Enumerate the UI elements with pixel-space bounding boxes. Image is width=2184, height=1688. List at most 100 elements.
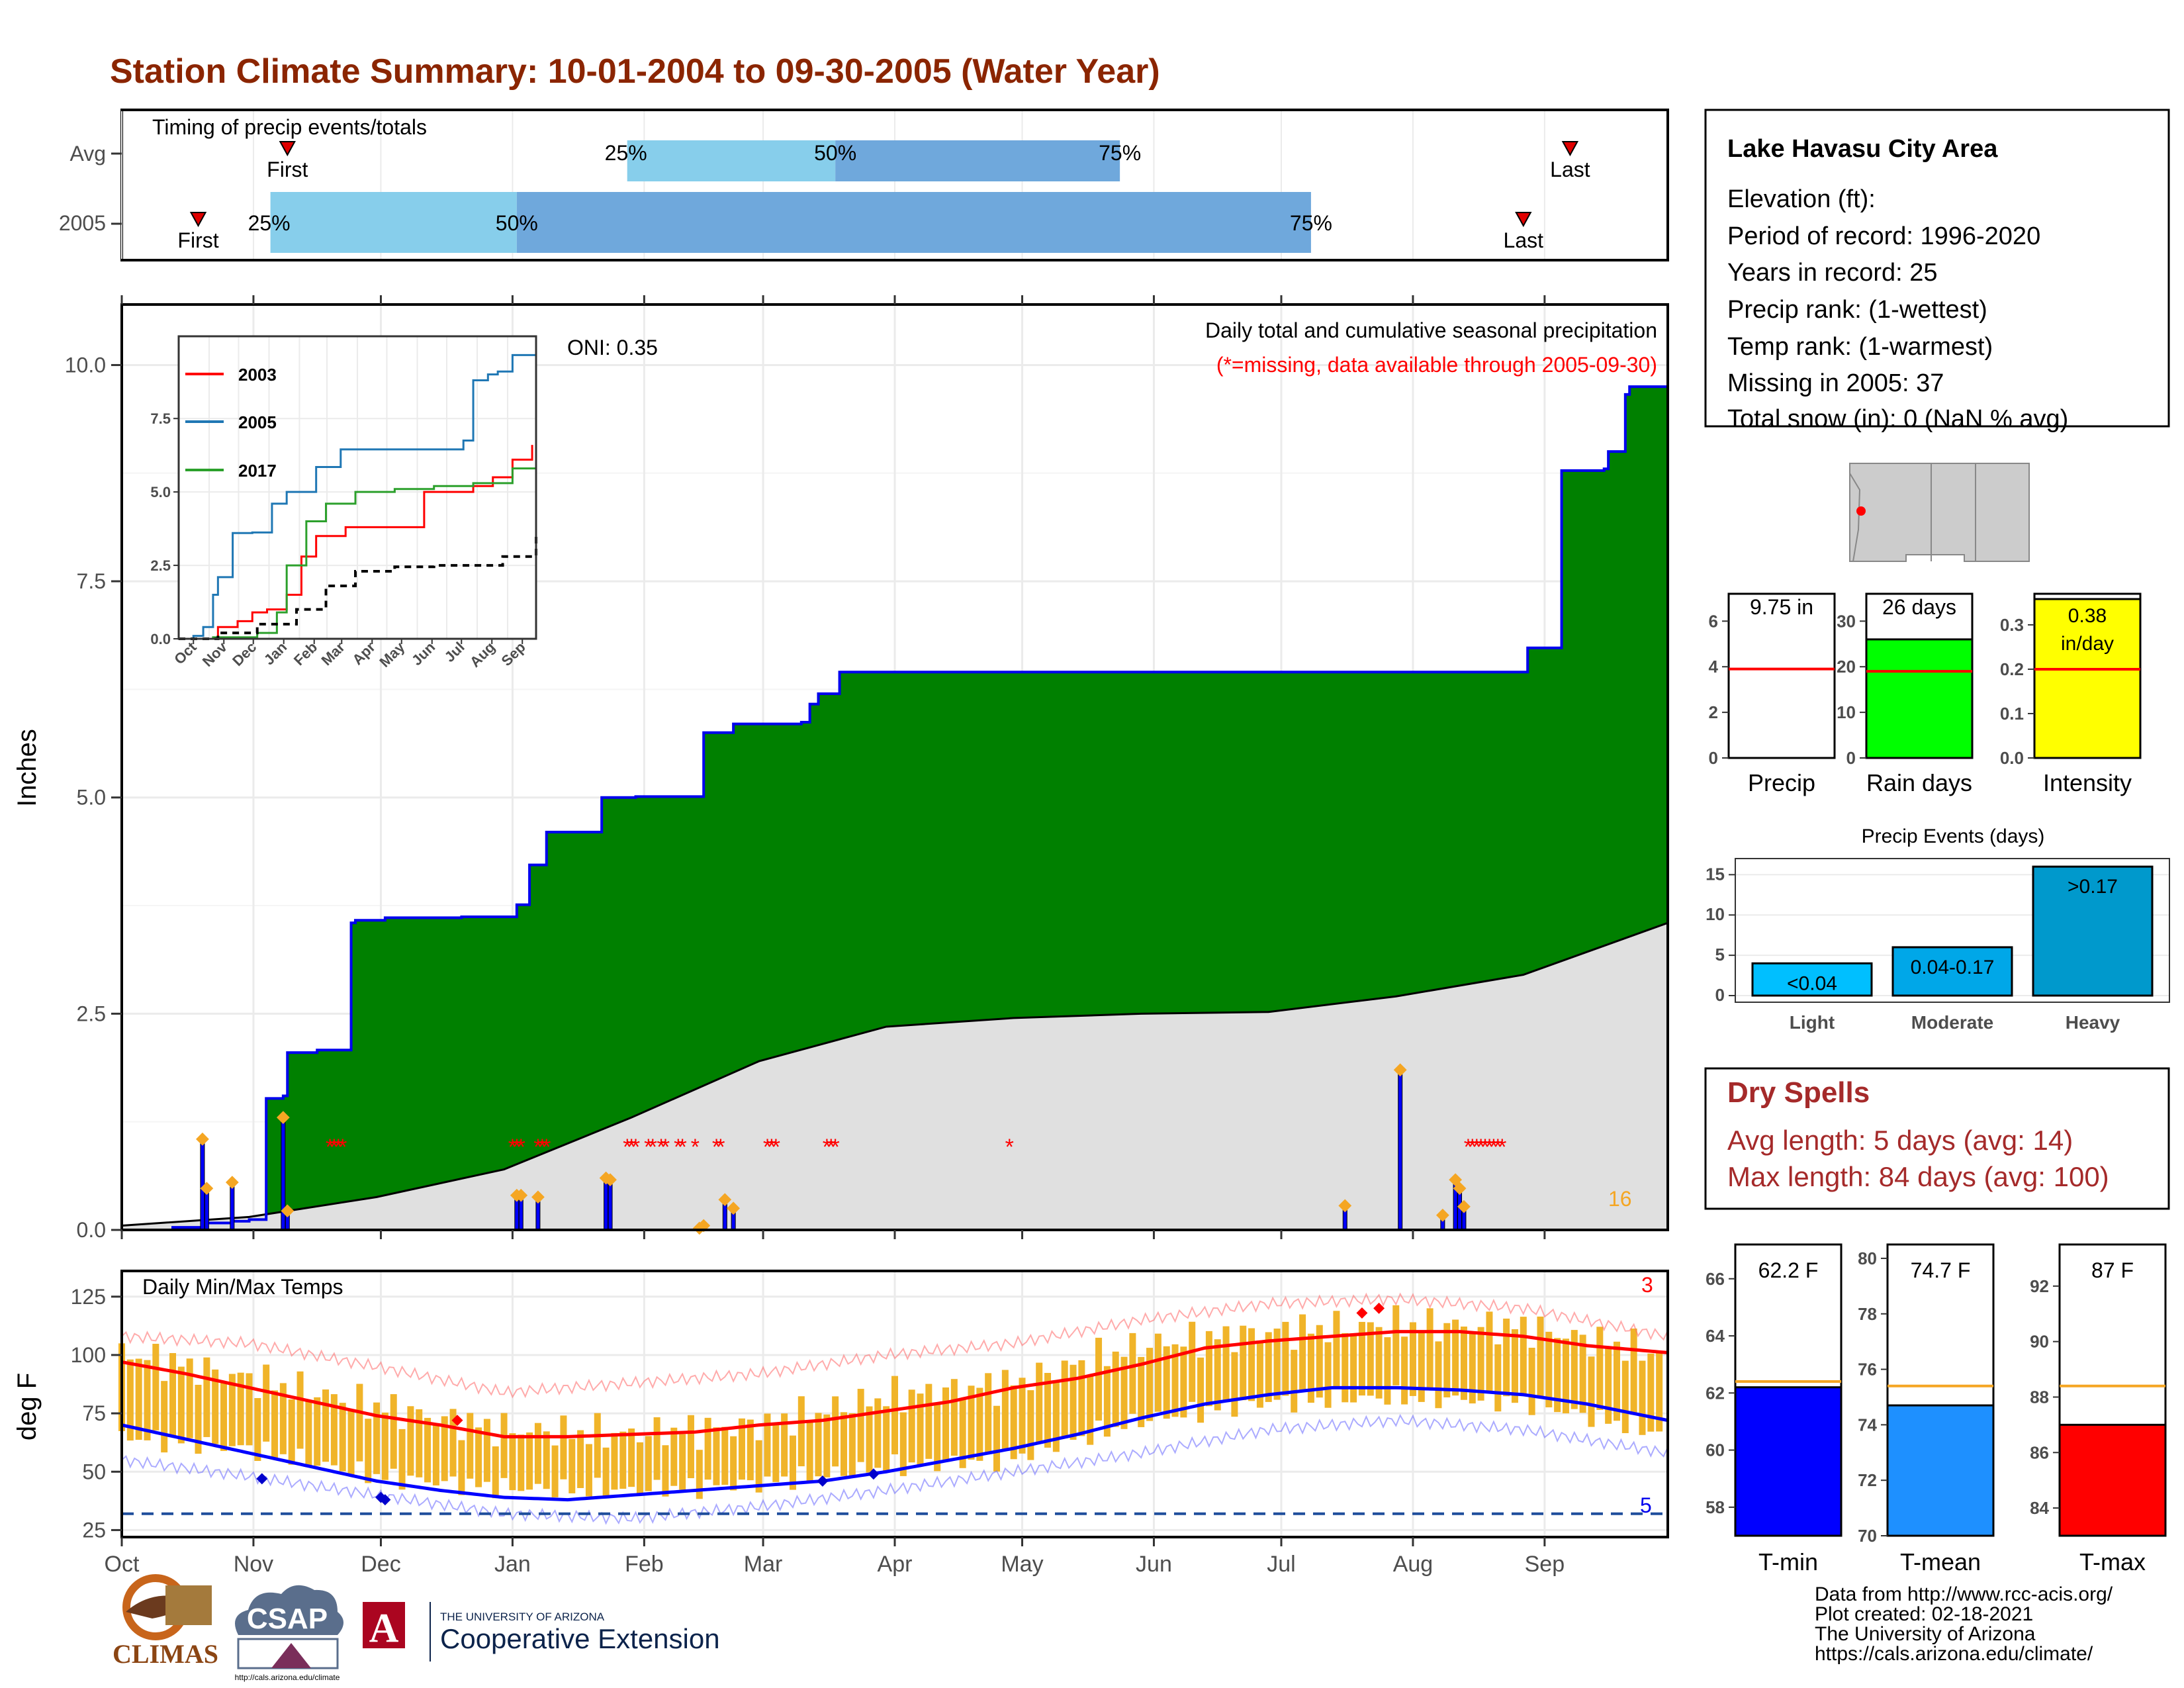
missing-day-marker: * xyxy=(691,1135,700,1160)
temp-daily-bar xyxy=(1197,1357,1205,1423)
temp-daily-bar xyxy=(246,1373,253,1446)
timing-bar-q2-avg xyxy=(835,140,1120,181)
missing-day-marker: * xyxy=(712,1135,721,1160)
temp-axes: 25 50 75 100 125 Oct Nov Dec Jan Feb Mar Apr May Jun J… xyxy=(71,1285,1565,1577)
timing-last-label: Last xyxy=(1550,158,1590,181)
avg-min-line xyxy=(121,1385,1668,1502)
inset-series-2003 xyxy=(179,445,533,640)
locator-map xyxy=(1845,463,2032,563)
temp-daily-bar xyxy=(1324,1342,1332,1408)
missing-day-marker: * xyxy=(772,1135,780,1160)
temp-daily-bar xyxy=(177,1366,185,1444)
missing-day-marker: * xyxy=(330,1135,338,1160)
precip-daily-bars xyxy=(196,1063,1471,1235)
temp-daily-bar xyxy=(832,1396,839,1467)
missing-day-marker: * xyxy=(533,1135,542,1160)
temp-daily-bar xyxy=(611,1432,618,1490)
temp-y-tick-label: 75 xyxy=(82,1401,106,1425)
timing-first-marker xyxy=(189,212,207,228)
footer-line: The University of Arizona xyxy=(1815,1623,2036,1645)
temp-summary-y-tick-label: 80 xyxy=(1858,1248,1877,1268)
temp-daily-bar xyxy=(416,1409,423,1477)
temp-summary-y-tick-label: 62 xyxy=(1706,1383,1725,1403)
temp-daily-bar xyxy=(993,1405,1001,1472)
summary-y-tick-label: 0.0 xyxy=(2000,748,2024,768)
temp-daily-bar xyxy=(1061,1360,1068,1438)
station-info-line: Elevation (ft): xyxy=(1727,185,1876,213)
timing-p25-label: 25% xyxy=(605,141,647,165)
temp-daily-bar xyxy=(619,1431,627,1489)
inset-y-tick-label: 7.5 xyxy=(150,410,171,427)
temp-daily-bar xyxy=(152,1344,159,1430)
temp-daily-bar xyxy=(738,1418,745,1480)
temp-daily-bar xyxy=(1154,1333,1161,1412)
temp-daily-bar xyxy=(772,1423,780,1482)
temp-daily-bar xyxy=(653,1417,660,1480)
summary-y-tick-label: 0 xyxy=(1846,748,1856,768)
temp-daily-bar xyxy=(645,1436,652,1491)
temp-daily-bar xyxy=(1494,1344,1502,1412)
timing-first-marker xyxy=(279,141,296,157)
timing-last-marker xyxy=(1561,141,1579,157)
timing-bars: 25% 50% 75% First Last 25% 50% 75% First Last xyxy=(177,140,1590,253)
temp-y-tick-label: 25 xyxy=(82,1518,106,1542)
temp-daily-bar xyxy=(755,1440,762,1493)
inset-y-tick-label: 5.0 xyxy=(150,484,171,500)
daily-precip-marker xyxy=(1393,1063,1407,1077)
temp-daily-bar xyxy=(126,1359,134,1441)
temp-daily-bar xyxy=(144,1360,151,1440)
temp-daily-bar xyxy=(1511,1329,1518,1403)
events-y-tick-label: 5 xyxy=(1715,945,1725,964)
events-bar-label: 0.04-0.17 xyxy=(1911,957,1995,978)
temp-daily-bar xyxy=(1605,1348,1612,1424)
temp-daily-bar xyxy=(288,1399,295,1465)
temp-daily-bar xyxy=(1010,1385,1017,1460)
summary-value-label-rain_days: 26 days xyxy=(1882,595,1956,619)
temp-daily-bar xyxy=(509,1433,516,1491)
temp-daily-bar xyxy=(1621,1360,1629,1433)
temp-daily-bar xyxy=(840,1412,847,1476)
timing-row-avg: Avg xyxy=(69,142,106,165)
summary-box-precip xyxy=(1727,592,1836,759)
temp-daily-bar xyxy=(526,1432,533,1490)
summary-y-tick-label: 2 xyxy=(1709,702,1718,722)
missing-day-marker: * xyxy=(1477,1135,1485,1160)
temp-daily-bar xyxy=(1443,1323,1451,1397)
inset-frame xyxy=(177,335,537,640)
temp-daily-bar xyxy=(424,1417,432,1483)
inset-legend-2005: 2005 xyxy=(238,412,277,432)
ua-logo: A THE UNIVERSITY OF ARIZONA Cooperative … xyxy=(363,1602,720,1662)
record-max-line xyxy=(121,1292,1668,1399)
timing-label: Timing of precip events/totals xyxy=(152,115,427,139)
temp-daily-range-bars xyxy=(118,1305,1663,1499)
record-low-marker xyxy=(817,1475,829,1487)
precip-events-panel: Precip Events (days) 0 5 10 15 <0.04 Light 0.0… xyxy=(1706,825,2170,1033)
temp-daily-bar xyxy=(1384,1337,1391,1405)
temp-summary-y-tick-label: 72 xyxy=(1858,1470,1877,1490)
temp-daily-bar xyxy=(1146,1348,1154,1421)
temp-summary-y-tick-label: 86 xyxy=(2030,1442,2049,1462)
daily-precip-marker xyxy=(200,1182,214,1196)
temp-daily-bar xyxy=(1069,1364,1077,1440)
temp-daily-bar xyxy=(1426,1308,1433,1388)
temp-daily-bar xyxy=(347,1409,355,1476)
month-tick-label: Jun xyxy=(1136,1552,1172,1577)
station-name: Lake Havasu City Area xyxy=(1727,135,1998,163)
daily-precip-marker xyxy=(1435,1208,1449,1222)
precip-missing-markers: **** *** *** *** ** ** ** * ** *** *** * ********* xyxy=(326,1135,1506,1160)
temp-daily-bar xyxy=(1570,1330,1578,1409)
missing-day-marker: * xyxy=(1494,1135,1502,1160)
temp-daily-bar xyxy=(1189,1321,1196,1402)
daily-precip-bar xyxy=(608,1179,613,1231)
missing-day-marker: * xyxy=(538,1135,547,1160)
temp-daily-bar xyxy=(1630,1328,1637,1415)
temp-daily-bar xyxy=(908,1389,915,1463)
cumulative-2005-line xyxy=(122,385,1668,1231)
month-tick-label: Oct xyxy=(105,1552,140,1577)
daily-precip-marker xyxy=(1453,1182,1467,1196)
temp-daily-bar xyxy=(696,1450,703,1499)
record-low-marker xyxy=(379,1494,391,1506)
temp-y-tick-label: 125 xyxy=(71,1285,106,1309)
temp-summary-bar-tmin xyxy=(1734,1386,1843,1537)
temp-daily-bar xyxy=(899,1412,907,1476)
